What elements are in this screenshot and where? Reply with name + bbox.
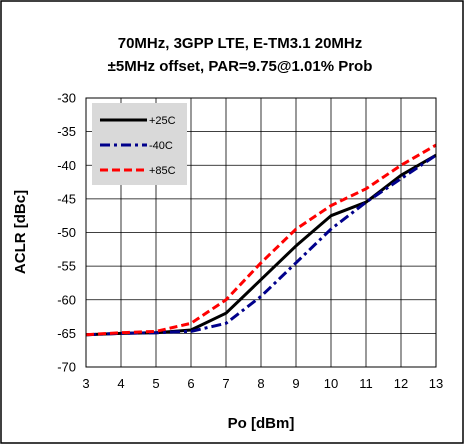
- y-tick-labels: -30 -35 -40 -45 -50 -55 -60 -65 -70: [57, 91, 76, 375]
- x-tick-label: 8: [257, 376, 264, 391]
- legend-label-2: +85C: [149, 165, 176, 177]
- legend-label-0: +25C: [149, 115, 176, 127]
- x-tick-label: 10: [324, 376, 338, 391]
- x-axis-label: Po [dBm]: [228, 415, 295, 432]
- y-tick-label: -55: [57, 259, 76, 274]
- legend: +25C -40C +85C: [92, 103, 187, 185]
- y-tick-label: -30: [57, 91, 76, 106]
- y-tick-label: -45: [57, 191, 76, 206]
- legend-label-1: -40C: [149, 140, 173, 152]
- chart-title-line1: 70MHz, 3GPP LTE, E-TM3.1 20MHz: [118, 35, 363, 52]
- x-tick-label: 13: [429, 376, 443, 391]
- y-tick-label: -35: [57, 124, 76, 139]
- y-axis-label: ACLR [dBc]: [12, 190, 29, 274]
- x-tick-label: 5: [152, 376, 159, 391]
- y-tick-label: -40: [57, 158, 76, 173]
- y-tick-label: -50: [57, 225, 76, 240]
- chart-title-line2: ±5MHz offset, PAR=9.75@1.01% Prob: [108, 58, 373, 75]
- x-tick-label: 6: [187, 376, 194, 391]
- x-tick-label: 11: [359, 376, 373, 391]
- x-tick-label: 3: [82, 376, 89, 391]
- x-tick-label: 9: [292, 376, 299, 391]
- x-tick-label: 4: [117, 376, 124, 391]
- x-tick-label: 7: [222, 376, 229, 391]
- x-tick-label: 12: [394, 376, 408, 391]
- y-tick-label: -70: [57, 360, 76, 375]
- y-tick-label: -65: [57, 326, 76, 341]
- y-tick-label: -60: [57, 292, 76, 307]
